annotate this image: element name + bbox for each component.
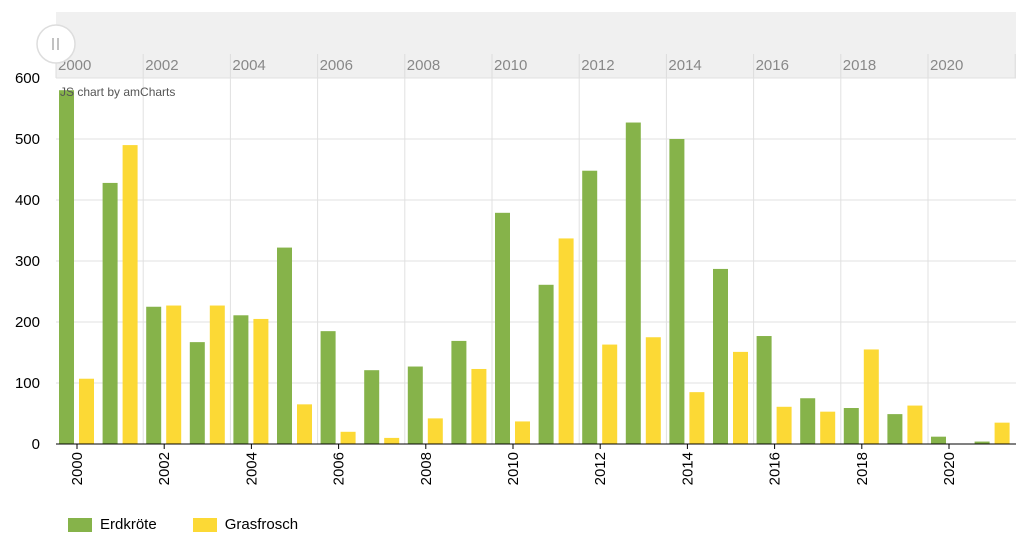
- bar-erdkroete-2017[interactable]: [800, 398, 816, 444]
- bar-grasfrosch-2019[interactable]: [907, 405, 923, 444]
- legend: Erdkröte Grasfrosch: [68, 516, 298, 533]
- bar-erdkroete-2014[interactable]: [669, 139, 685, 444]
- x-tick-label: 2012: [592, 452, 609, 485]
- x-tick-label: 2014: [679, 452, 696, 485]
- bar-erdkroete-2012[interactable]: [582, 170, 598, 444]
- bar-erdkroete-2009[interactable]: [451, 340, 467, 444]
- bar-erdkroete-2001[interactable]: [102, 182, 118, 445]
- bar-erdkroete-2021[interactable]: [974, 441, 990, 444]
- bar-erdkroete-2020[interactable]: [931, 436, 946, 444]
- bar-grasfrosch-2017[interactable]: [820, 411, 836, 444]
- bar-grasfrosch-2014[interactable]: [689, 392, 705, 444]
- bar-erdkroete-2007[interactable]: [364, 370, 380, 444]
- bar-grasfrosch-2001[interactable]: [122, 145, 138, 444]
- y-tick-label: 600: [15, 70, 40, 87]
- scrollbar-label: 2016: [756, 57, 789, 74]
- bar-grasfrosch-2009[interactable]: [471, 368, 487, 444]
- scrollbar-label: 2000: [58, 57, 91, 74]
- x-tick-label: 2008: [418, 452, 435, 485]
- credit-text[interactable]: JS chart by amCharts: [60, 85, 175, 99]
- bar-erdkroete-2013[interactable]: [625, 122, 641, 444]
- legend-swatch-erdkroete: [68, 517, 92, 532]
- scrollbar-background[interactable]: [56, 12, 1016, 78]
- bar-grasfrosch-2018[interactable]: [863, 349, 879, 444]
- y-axis-ticks: 0 100 200 300 400 500 600: [15, 70, 40, 453]
- legend-label-erdkroete: Erdkröte: [100, 516, 157, 533]
- scrollbar-label: 2012: [581, 57, 614, 74]
- bar-grasfrosch-2003[interactable]: [209, 305, 225, 444]
- bar-erdkroete-2002[interactable]: [146, 306, 162, 444]
- scrollbar-labels: 2000 2002 2004 2006 2008 2010 2012 2014 2016 2018…: [55, 54, 1016, 78]
- bar-grasfrosch-2012[interactable]: [602, 344, 618, 444]
- x-tick-label: 2006: [331, 452, 348, 485]
- y-tick-label: 300: [15, 253, 40, 270]
- bar-grasfrosch-2010[interactable]: [515, 421, 530, 444]
- x-tick-label: 2016: [767, 452, 784, 485]
- scrollbar-label: 2020: [930, 57, 963, 74]
- bars: [59, 90, 1010, 445]
- bar-erdkroete-2004[interactable]: [233, 315, 249, 444]
- x-tick-label: 2020: [941, 452, 958, 485]
- bar-grasfrosch-2011[interactable]: [558, 238, 574, 444]
- scrollbar-label: 2008: [407, 57, 440, 74]
- bar-grasfrosch-2000[interactable]: [79, 378, 94, 444]
- scrollbar-grip[interactable]: [36, 24, 76, 64]
- scrollbar-label: 2018: [843, 57, 876, 74]
- bar-grasfrosch-2006[interactable]: [340, 431, 356, 444]
- bar-erdkroete-2010[interactable]: [495, 212, 510, 444]
- y-tick-label: 200: [15, 314, 40, 331]
- x-tick-label: 2010: [505, 452, 522, 485]
- scrollbar-label: 2004: [232, 57, 265, 74]
- x-tick-label: 2002: [156, 452, 173, 485]
- bar-grasfrosch-2008[interactable]: [427, 418, 443, 444]
- bar-grasfrosch-2002[interactable]: [166, 305, 182, 444]
- bar-erdkroete-2016[interactable]: [756, 336, 772, 444]
- bar-grasfrosch-2021[interactable]: [994, 422, 1010, 444]
- x-tick-label: 2000: [69, 452, 86, 485]
- legend-item-grasfrosch[interactable]: Grasfrosch: [192, 516, 299, 533]
- bar-erdkroete-2000[interactable]: [59, 90, 74, 444]
- bar-erdkroete-2015[interactable]: [713, 268, 728, 444]
- legend-label-grasfrosch: Grasfrosch: [224, 516, 299, 533]
- bar-grasfrosch-2016[interactable]: [776, 406, 792, 444]
- y-tick-label: 500: [15, 131, 40, 148]
- x-axis-ticks: 2000 2002 2004 2006 2008 2010 2012 2014 2016 2018…: [69, 444, 958, 485]
- bar-grasfrosch-2013[interactable]: [645, 337, 661, 444]
- bar-erdkroete-2005[interactable]: [277, 247, 292, 444]
- bar-grasfrosch-2005[interactable]: [297, 404, 312, 444]
- bar-grasfrosch-2015[interactable]: [733, 351, 748, 444]
- bar-grasfrosch-2007[interactable]: [384, 437, 400, 444]
- legend-swatch-grasfrosch: [192, 517, 217, 532]
- bar-erdkroete-2018[interactable]: [843, 408, 859, 444]
- scrollbar-label: 2010: [494, 57, 527, 74]
- bar-grasfrosch-2004[interactable]: [253, 318, 269, 444]
- x-tick-label: 2004: [243, 452, 260, 485]
- bar-erdkroete-2008[interactable]: [407, 366, 423, 444]
- scrollbar-label: 2006: [320, 57, 353, 74]
- y-tick-label: 0: [32, 436, 40, 453]
- scrollbar-label: 2002: [145, 57, 178, 74]
- legend-item-erdkroete[interactable]: Erdkröte: [68, 516, 157, 533]
- bar-erdkroete-2011[interactable]: [538, 284, 554, 444]
- bar-erdkroete-2006[interactable]: [320, 331, 336, 444]
- y-tick-label: 400: [15, 192, 40, 209]
- x-tick-label: 2018: [854, 452, 871, 485]
- scrollbar-label: 2014: [668, 57, 701, 74]
- bar-erdkroete-2019[interactable]: [887, 414, 903, 444]
- bar-erdkroete-2003[interactable]: [189, 342, 205, 444]
- y-tick-label: 100: [15, 375, 40, 392]
